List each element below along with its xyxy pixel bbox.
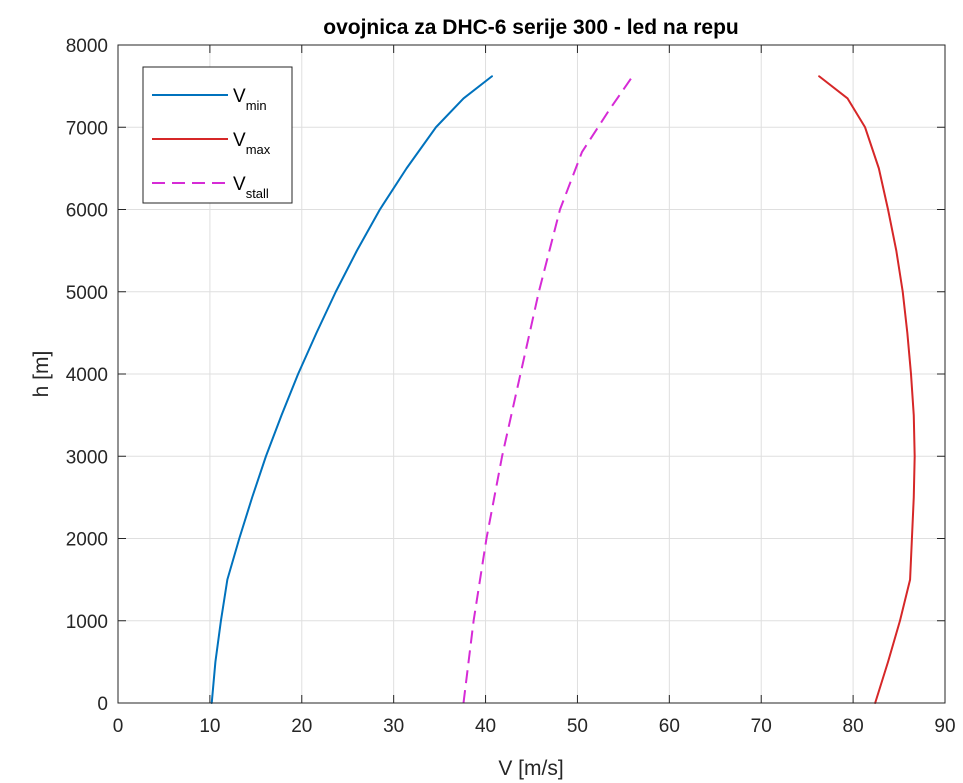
y-tick-label: 1000 bbox=[66, 612, 108, 633]
x-tick-label: 20 bbox=[291, 716, 312, 737]
legend-label-main: V bbox=[233, 174, 246, 195]
x-tick-label: 40 bbox=[475, 716, 496, 737]
x-tick-label: 30 bbox=[383, 716, 404, 737]
legend-label-subscript: min bbox=[246, 98, 267, 113]
y-tick-labels: 0 1000 2000 3000 4000 5000 6000 7000 8000 bbox=[66, 36, 108, 715]
y-tick-label: 6000 bbox=[66, 201, 108, 222]
legend-label: Vmax bbox=[233, 130, 271, 157]
legend-label-subscript: max bbox=[246, 142, 271, 157]
y-tick-label: 2000 bbox=[66, 530, 108, 551]
y-tick-label: 5000 bbox=[66, 283, 108, 304]
x-tick-label: 0 bbox=[113, 716, 124, 737]
series-line-stall bbox=[462, 75, 634, 704]
plot-frame bbox=[117, 44, 946, 704]
x-axis-label: V [m/s] bbox=[498, 757, 563, 780]
legend-box bbox=[142, 66, 293, 204]
y-tick-label: 4000 bbox=[66, 365, 108, 386]
legend-label: Vmin bbox=[233, 86, 267, 113]
chart-title: ovojnica za DHC-6 serije 300 - led na re… bbox=[323, 16, 738, 39]
series-group bbox=[210, 75, 916, 704]
x-tick-label: 80 bbox=[843, 716, 864, 737]
series-line-max bbox=[818, 75, 916, 704]
legend-label: Vstall bbox=[233, 174, 269, 201]
y-tick-label: 3000 bbox=[66, 447, 108, 468]
x-tick-label: 10 bbox=[199, 716, 220, 737]
y-axis-label: h [m] bbox=[30, 351, 53, 398]
series-line-min bbox=[210, 75, 493, 704]
legend-label-main: V bbox=[233, 86, 246, 107]
x-tick-label: 90 bbox=[934, 716, 955, 737]
x-tick-labels: 0 10 20 30 40 50 60 70 80 90 bbox=[113, 716, 956, 737]
legend-label-main: V bbox=[233, 130, 246, 151]
x-tick-label: 50 bbox=[567, 716, 588, 737]
y-tick-label: 0 bbox=[97, 694, 108, 715]
y-tick-label: 7000 bbox=[66, 118, 108, 139]
x-tick-label: 60 bbox=[659, 716, 680, 737]
legend-label-subscript: stall bbox=[246, 186, 269, 201]
y-tick-label: 8000 bbox=[66, 36, 108, 57]
x-tick-label: 70 bbox=[751, 716, 772, 737]
